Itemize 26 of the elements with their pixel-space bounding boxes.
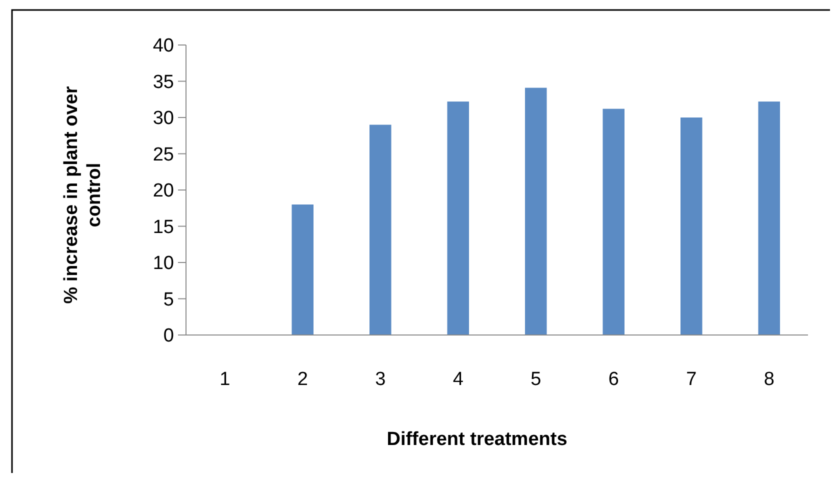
x-tick-label: 4 <box>452 369 464 390</box>
y-tick-label: 15 <box>152 216 174 238</box>
x-tick-label: 5 <box>530 369 542 390</box>
y-tick-label: 5 <box>163 289 174 310</box>
bar <box>369 124 392 335</box>
bar <box>602 108 625 335</box>
x-tick-label: 3 <box>375 369 386 390</box>
x-axis-title: Different treatments <box>386 429 568 450</box>
y-tick-label: 20 <box>152 180 174 202</box>
bar <box>447 102 470 335</box>
y-tick-label: 0 <box>163 326 174 347</box>
y-tick-label: 35 <box>152 72 174 93</box>
y-tick-label: 25 <box>152 144 174 166</box>
x-tick-label: 1 <box>220 369 230 390</box>
bar <box>524 88 547 335</box>
y-tick-label: 30 <box>152 108 174 130</box>
y-axis-title: % increase in plant over control <box>61 86 105 304</box>
bar <box>680 118 702 335</box>
y-tick-label: 40 <box>152 36 174 57</box>
x-tick-label: 7 <box>686 369 697 390</box>
x-tick-label: 8 <box>764 369 774 390</box>
x-tick-label: 6 <box>608 369 619 390</box>
x-tick-label: 2 <box>297 369 308 390</box>
bar <box>758 102 780 335</box>
bar <box>292 204 314 335</box>
y-tick-label: 10 <box>152 253 174 274</box>
